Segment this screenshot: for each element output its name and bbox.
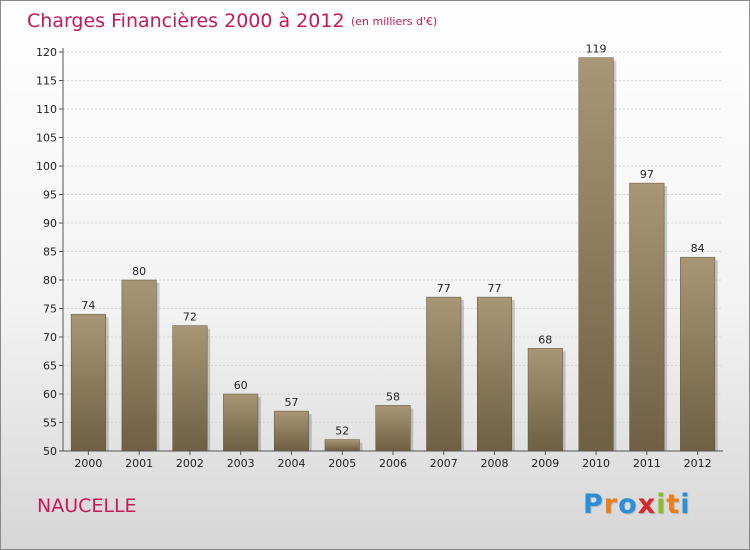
bar-2000 xyxy=(70,313,106,452)
value-label-2007: 77 xyxy=(437,282,451,295)
y-tick-label: 110 xyxy=(36,103,57,116)
proxiti-logo: Proxiti xyxy=(583,489,691,520)
logo-letter: i xyxy=(680,489,691,520)
logo-letter: i xyxy=(656,489,667,520)
value-label-2011: 97 xyxy=(640,168,654,181)
logo-letter: t xyxy=(666,489,681,520)
bar-2007 xyxy=(426,296,462,452)
bar-2002 xyxy=(172,325,208,452)
y-tick-label: 95 xyxy=(43,189,57,202)
x-tick-label-2003: 2003 xyxy=(227,457,255,470)
y-tick-label: 100 xyxy=(36,160,57,173)
logo-letter: r xyxy=(603,489,619,520)
value-label-2012: 84 xyxy=(691,242,705,255)
bar-2006 xyxy=(375,405,411,452)
x-tick-label-2002: 2002 xyxy=(176,457,204,470)
bar-2005 xyxy=(324,439,360,452)
x-tick-label-2006: 2006 xyxy=(379,457,407,470)
value-label-2004: 57 xyxy=(284,396,298,409)
logo-letter: o xyxy=(618,489,638,520)
x-tick-label-2012: 2012 xyxy=(684,457,712,470)
y-tick-label: 85 xyxy=(43,246,57,259)
value-label-2003: 60 xyxy=(234,379,248,392)
x-tick-label-2000: 2000 xyxy=(74,457,102,470)
bars-group: 74 80 72 60 57 52 58 77 77 68 119 97 84 xyxy=(70,43,718,452)
value-label-2005: 52 xyxy=(335,425,349,438)
y-tick-label: 105 xyxy=(36,132,57,145)
chart-unit: (en milliers d'€) xyxy=(351,15,437,28)
x-tick-label-2001: 2001 xyxy=(125,457,153,470)
x-tick-label-2010: 2010 xyxy=(582,457,610,470)
y-tick-label: 115 xyxy=(36,75,57,88)
logo-letter: P xyxy=(583,489,604,520)
bar-2004 xyxy=(273,410,309,452)
commune-name: NAUCELLE xyxy=(37,495,137,517)
bar-2003 xyxy=(223,393,259,452)
y-tick-label: 60 xyxy=(43,388,57,401)
x-tick-label-2007: 2007 xyxy=(430,457,458,470)
x-tick-label-2011: 2011 xyxy=(633,457,661,470)
y-axis: 50 55 60 65 70 75 80 85 90 95 100 105 110 115 120 xyxy=(36,46,64,458)
value-label-2009: 68 xyxy=(538,333,552,346)
x-tick-label-2009: 2009 xyxy=(531,457,559,470)
value-label-2000: 74 xyxy=(81,299,95,312)
bar-2010 xyxy=(578,57,614,452)
x-axis: 2000 2001 2002 2003 2004 2005 2006 2007 2008 2009… xyxy=(63,450,723,470)
y-tick-label: 75 xyxy=(43,303,57,316)
bar-2008 xyxy=(477,296,513,452)
value-label-2010: 119 xyxy=(586,43,607,56)
bar-2009 xyxy=(527,348,563,452)
value-label-2006: 58 xyxy=(386,390,400,403)
x-tick-label-2005: 2005 xyxy=(328,457,356,470)
y-tick-label: 50 xyxy=(43,445,57,458)
y-tick-label: 90 xyxy=(43,217,57,230)
y-tick-label: 70 xyxy=(43,331,57,344)
y-tick-label: 65 xyxy=(43,360,57,373)
value-label-2008: 77 xyxy=(488,282,502,295)
y-tick-label: 80 xyxy=(43,274,57,287)
y-tick-label: 55 xyxy=(43,417,57,430)
x-tick-label-2008: 2008 xyxy=(481,457,509,470)
value-label-2002: 72 xyxy=(183,311,197,324)
bar-2012 xyxy=(680,256,716,452)
y-tick-label: 120 xyxy=(36,46,57,59)
x-tick-label-2004: 2004 xyxy=(277,457,305,470)
bar-2011 xyxy=(629,182,665,452)
value-label-2001: 80 xyxy=(132,265,146,278)
chart-title: Charges Financières 2000 à 2012 xyxy=(27,10,345,32)
bar-2001 xyxy=(121,279,157,452)
logo-letter: x xyxy=(637,489,657,520)
